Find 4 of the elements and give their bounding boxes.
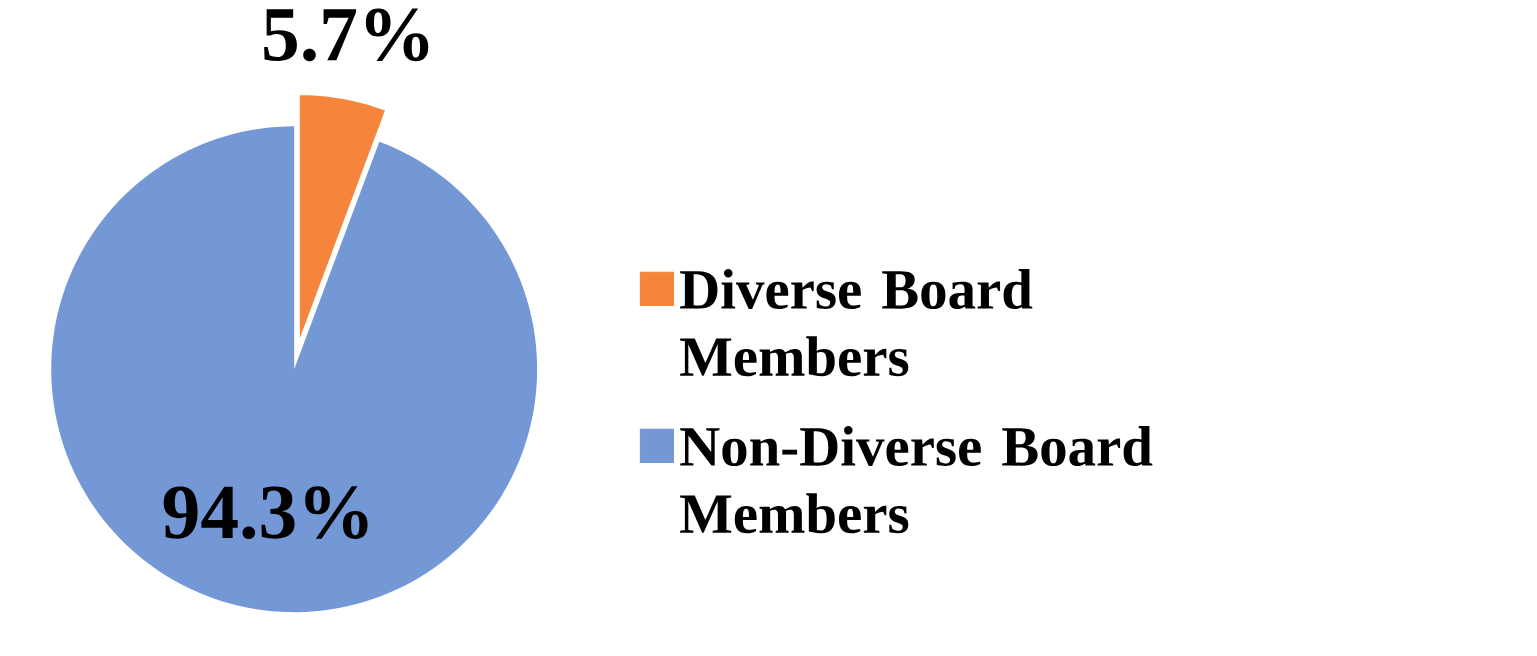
legend-label: Non-Diverse Board Members <box>680 426 1153 534</box>
data-label: 94.3% <box>163 486 368 539</box>
legend-label: Diverse Board Members <box>680 269 1033 377</box>
data-label: 5.7% <box>264 8 429 62</box>
